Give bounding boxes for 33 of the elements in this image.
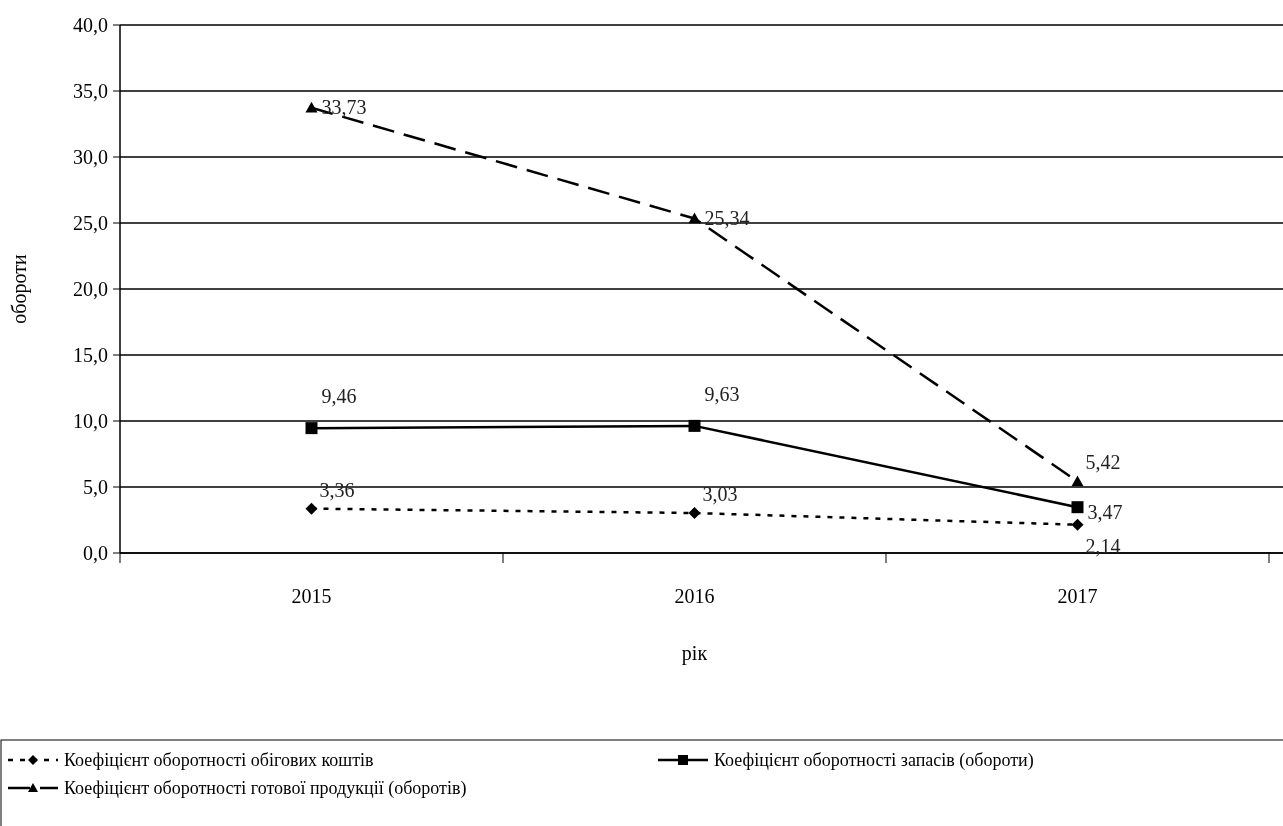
point [688, 212, 701, 224]
point [305, 101, 318, 113]
data-label: 9,46 [321, 385, 357, 408]
y-tick-label: 0,0 [83, 542, 108, 564]
legend-label: Коефіцієнт оборотності готової продукції (оборотів) [64, 778, 467, 800]
y-tick-label: 40,0 [73, 14, 108, 36]
x-axis-title: рік [681, 642, 708, 665]
legend-label: Коефіцієнт оборотності обігових коштів [64, 750, 374, 771]
legend-label: Коефіцієнт оборотності запасів (обороти) [714, 750, 1034, 772]
data-label: 5,42 [1085, 451, 1121, 474]
y-axis-title: обороти [8, 254, 31, 324]
point [305, 422, 318, 435]
y-tick-label: 30,0 [73, 146, 108, 168]
x-tick-label: 2016 [674, 585, 715, 607]
data-label: 2,14 [1085, 534, 1121, 557]
y-tick-label: 5,0 [83, 476, 108, 498]
x-tick-label: 2015 [291, 585, 332, 607]
data-label: 3,47 [1087, 501, 1123, 524]
point [1071, 475, 1084, 487]
data-label: 9,63 [704, 382, 740, 405]
y-tick-label: 20,0 [73, 278, 108, 300]
point [305, 502, 318, 515]
point [688, 419, 701, 432]
point [1071, 518, 1084, 531]
data-label: 33,73 [321, 95, 367, 118]
data-label: 3,03 [702, 483, 738, 505]
y-tick-label: 25,0 [73, 212, 108, 234]
point [688, 507, 701, 519]
y-tick-label: 10,0 [73, 410, 108, 432]
y-tick-label: 35,0 [73, 80, 108, 102]
y-tick-label: 15,0 [73, 344, 108, 366]
point [1071, 501, 1084, 514]
x-tick-label: 2017 [1057, 585, 1098, 607]
